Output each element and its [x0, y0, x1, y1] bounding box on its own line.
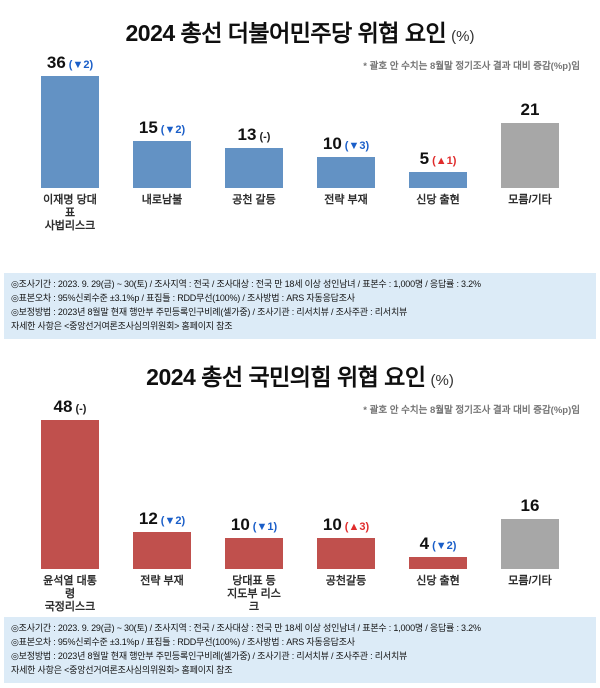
bar-value: 10 [322, 515, 342, 534]
chart-title-unit: (%) [451, 28, 475, 45]
bar-value-line: 10 (▼3) [323, 134, 369, 154]
chart-note: * 괄호 안 수치는 8월말 정기조사 결과 대비 증감(%p)임 [363, 405, 580, 416]
survey-info-box: ◎조사기간 : 2023. 9. 29(금) ~ 30(토) / 조사지역 : … [4, 273, 596, 339]
bar-category: 공천갈등 [325, 575, 367, 587]
bar-change: (▲3) [344, 521, 370, 533]
chart-title-unit: (%) [430, 372, 454, 389]
chart-title-text: 2024 총선 더불어민주당 위협 요인 [125, 20, 447, 46]
chart-title: 2024 총선 국민의힘 위협 요인 (%) [4, 358, 596, 392]
bar-category: 윤석열 대통령 국정리스크 [43, 575, 97, 614]
bar [501, 519, 559, 569]
bar-group: 4 (▼2) 신당 출현 [408, 534, 468, 605]
chart-note: * 괄호 안 수치는 8월말 정기조사 결과 대비 증감(%p)임 [363, 61, 580, 72]
bar-value-line: 16 [521, 496, 540, 516]
bar-category: 전략 부재 [324, 194, 368, 206]
bar-group: 10 (▼1) 당대표 등 지도부 리스크 [224, 515, 284, 614]
bar-group: 21 모름/기타 [500, 100, 560, 224]
bar-value-line: 5 (▲1) [420, 149, 457, 169]
bar-value-line: 48 (-) [54, 397, 87, 417]
bar-group: 10 (▼3) 전략 부재 [316, 134, 376, 224]
bar [41, 76, 99, 188]
bar-change: (▲1) [432, 155, 457, 167]
bar-change: (-) [75, 403, 87, 415]
bar-value-line: 4 (▼2) [420, 534, 457, 554]
bar-group: 10 (▲3) 공천갈등 [316, 515, 376, 605]
bar-change: (-) [259, 131, 271, 143]
survey-info-line: ◎표본오차 : 95%신뢰수준 ±3.1%p / 표집틀 : RDD무선(100… [11, 637, 355, 648]
bar-value: 16 [520, 496, 540, 515]
bar-category: 신당 출현 [416, 575, 460, 587]
bar-group: 5 (▲1) 신당 출현 [408, 149, 468, 224]
bar-value-line: 21 [521, 100, 540, 120]
bar-value: 12 [138, 509, 158, 528]
bar [317, 538, 375, 569]
bar-value: 5 [419, 149, 430, 168]
bar-value: 15 [138, 118, 158, 137]
bar-category: 전략 부재 [140, 575, 184, 587]
bar-category: 모름/기타 [508, 194, 552, 206]
bar [501, 123, 559, 188]
bar-group: 36 (▼2) 이재명 당대표 사법리스크 [40, 53, 100, 233]
bar-group: 12 (▼2) 전략 부재 [132, 509, 192, 605]
bar [41, 420, 99, 569]
survey-info-line: ◎조사기간 : 2023. 9. 29(금) ~ 30(토) / 조사지역 : … [11, 623, 481, 634]
bar-category: 모름/기타 [508, 575, 552, 587]
bar-value: 36 [46, 53, 66, 72]
survey-info-line: 자세한 사항은 <중앙선거여론조사심의위원회> 홈페이지 참조 [11, 665, 233, 676]
bar-change: (▼2) [432, 540, 457, 552]
bar [409, 557, 467, 569]
bar-change: (▼3) [344, 140, 370, 152]
bar-category: 내로남불 [141, 194, 183, 206]
chart-section-democratic-party: 2024 총선 더불어민주당 위협 요인 (%) * 괄호 안 수치는 8월말 정… [4, 14, 596, 339]
bar-value: 4 [419, 534, 430, 553]
bar [133, 532, 191, 569]
bar-change: (▼2) [68, 59, 94, 71]
survey-info-line: ◎표본오차 : 95%신뢰수준 ±3.1%p / 표집틀 : RDD무선(100… [11, 293, 355, 304]
survey-info-box: ◎조사기간 : 2023. 9. 29(금) ~ 30(토) / 조사지역 : … [4, 617, 596, 683]
bar-chart-people-power-party: 48 (-) 윤석열 대통령 국정리스크 12 (▼2) 전략 부재 10 (▼1) 당대표 등… [4, 397, 596, 614]
bar-value: 10 [322, 134, 342, 153]
bar-value-line: 15 (▼2) [139, 118, 185, 138]
bar-group: 16 모름/기타 [500, 496, 560, 605]
survey-info-line: ◎보정방법 : 2023년 8월말 현재 행안부 주민등록인구비례(셀가중) /… [11, 651, 408, 662]
survey-info-line: ◎보정방법 : 2023년 8월말 현재 행안부 주민등록인구비례(셀가중) /… [11, 307, 408, 318]
survey-info-line: ◎조사기간 : 2023. 9. 29(금) ~ 30(토) / 조사지역 : … [11, 279, 481, 290]
survey-info-line: 자세한 사항은 <중앙선거여론조사심의위원회> 홈페이지 참조 [11, 321, 233, 332]
bar-value-line: 36 (▼2) [47, 53, 93, 73]
bar [317, 157, 375, 188]
bar-value-line: 10 (▼1) [231, 515, 277, 535]
bar-change: (▼1) [252, 521, 278, 533]
bar-group: 48 (-) 윤석열 대통령 국정리스크 [40, 397, 100, 614]
bar-value-line: 12 (▼2) [139, 509, 185, 529]
bar-value-line: 13 (-) [238, 125, 271, 145]
bar-value: 13 [237, 125, 257, 144]
bar-group: 15 (▼2) 내로남불 [132, 118, 192, 224]
bar [409, 172, 467, 188]
bar-change: (▼2) [160, 124, 186, 136]
chart-title: 2024 총선 더불어민주당 위협 요인 (%) [4, 14, 596, 48]
bar-category: 신당 출현 [416, 194, 460, 206]
chart-section-people-power-party: 2024 총선 국민의힘 위협 요인 (%) * 괄호 안 수치는 8월말 정기조… [0, 344, 600, 688]
bar-group: 13 (-) 공천 갈등 [224, 125, 284, 224]
bar [133, 141, 191, 188]
bar-category: 당대표 등 지도부 리스크 [227, 575, 281, 614]
bar [225, 148, 283, 188]
bar-category: 이재명 당대표 사법리스크 [43, 194, 97, 233]
chart-title-text: 2024 총선 국민의힘 위협 요인 [146, 364, 426, 390]
bar-change: (▼2) [160, 515, 186, 527]
bar-category: 공천 갈등 [232, 194, 276, 206]
bar [225, 538, 283, 569]
bar-value: 10 [230, 515, 250, 534]
bar-value: 21 [520, 100, 540, 119]
bar-value: 48 [53, 397, 73, 416]
bar-chart-democratic-party: 36 (▼2) 이재명 당대표 사법리스크 15 (▼2) 내로남불 13 (-) 공천 갈등 1… [4, 53, 596, 232]
bar-value-line: 10 (▲3) [323, 515, 369, 535]
